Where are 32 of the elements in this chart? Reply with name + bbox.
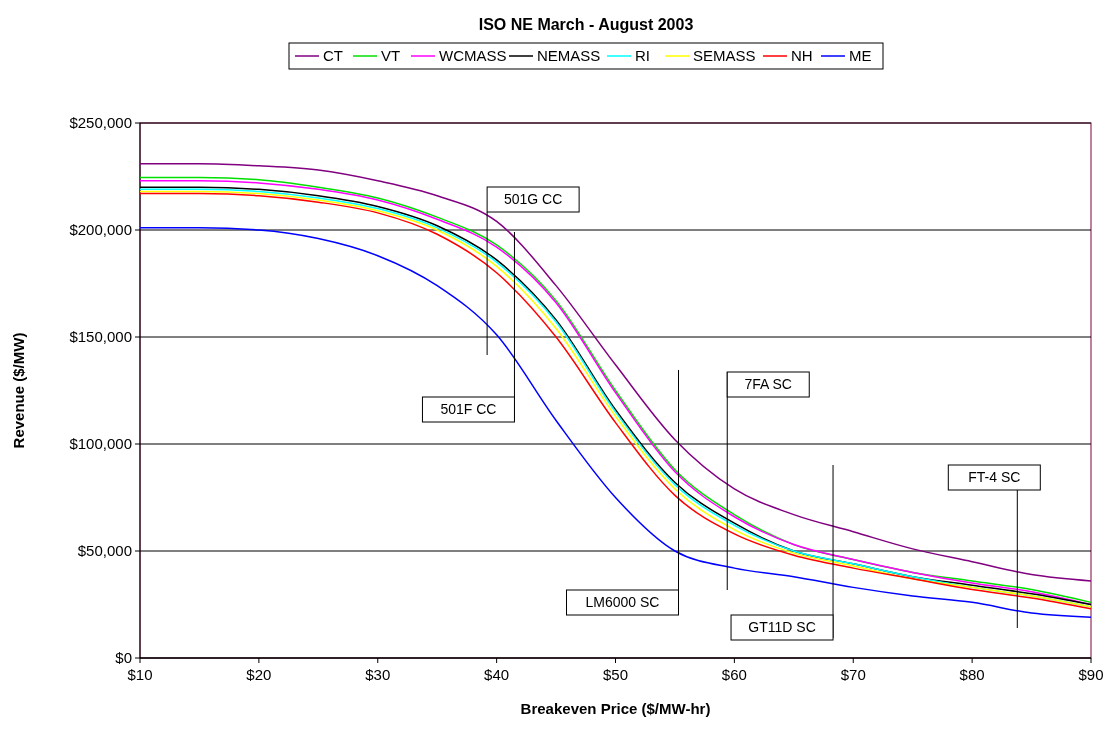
ref-line-label: GT11D SC	[748, 619, 816, 636]
legend-label: RI	[635, 47, 650, 65]
chart-title: ISO NE March - August 2003	[478, 16, 694, 33]
y-axis-title: Revenue ($/MW)	[10, 332, 27, 449]
legend-label: WCMASS	[439, 47, 507, 65]
y-tick-label: $250,000	[69, 114, 132, 132]
legend-label: SEMASS	[693, 47, 756, 65]
ref-line-label: LM6000 SC	[585, 594, 660, 611]
x-tick-label: $60	[721, 666, 747, 683]
y-tick-label: $100,000	[69, 435, 132, 453]
y-tick-label: $150,000	[69, 328, 132, 346]
y-tick-label: $200,000	[69, 221, 132, 239]
y-tick-label: $0	[115, 649, 132, 667]
x-tick-label: $70	[840, 666, 866, 683]
x-tick-label: $10	[127, 666, 153, 683]
ref-line-label: 7FA SC	[744, 376, 792, 393]
legend-label: ME	[849, 47, 872, 65]
y-tick-label: $50,000	[77, 542, 132, 560]
x-tick-label: $50	[602, 666, 629, 683]
legend-label: NH	[791, 47, 813, 65]
x-tick-label: $20	[246, 666, 272, 683]
x-tick-label: $30	[365, 666, 391, 683]
legend-label: VT	[381, 47, 401, 65]
legend-label: CT	[323, 47, 343, 65]
x-tick-label: $90	[1078, 666, 1104, 683]
x-tick-label: $40	[484, 666, 510, 683]
legend-label: NEMASS	[537, 47, 601, 65]
x-axis-title: Breakeven Price ($/MW-hr)	[520, 700, 711, 717]
ref-line-label: 501G CC	[503, 191, 563, 208]
x-tick-label: $80	[959, 666, 985, 683]
ref-line-label: FT-4 SC	[968, 469, 1021, 486]
ref-line-label: 501F CC	[440, 401, 497, 418]
